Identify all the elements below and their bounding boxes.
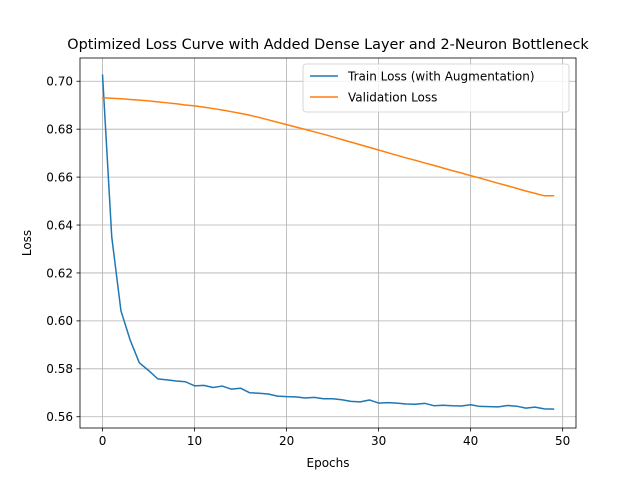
y-tick-label: 0.66 — [46, 170, 73, 184]
x-tick-label: 30 — [371, 434, 386, 448]
x-tick-label: 40 — [463, 434, 478, 448]
series-line-train-loss — [101, 74, 555, 410]
y-tick-label: 0.58 — [46, 362, 73, 376]
y-tick-label: 0.60 — [46, 314, 73, 328]
y-axis-label: Loss — [20, 230, 34, 256]
x-tick-label: 20 — [279, 434, 294, 448]
x-axis-label: Epochs — [307, 456, 350, 470]
plot-area — [80, 58, 576, 428]
x-tick-label: 0 — [99, 434, 107, 448]
y-tick-label: 0.68 — [46, 122, 73, 136]
x-tick-label: 10 — [187, 434, 202, 448]
y-tick-label: 0.70 — [46, 75, 73, 89]
series-layer — [101, 74, 555, 410]
x-tick-label: 50 — [555, 434, 570, 448]
legend: Train Loss (with Augmentation) Validation… — [302, 63, 570, 113]
legend-box — [302, 63, 570, 113]
series-line-validation-loss — [101, 96, 555, 197]
chart-title: Optimized Loss Curve with Added Dense La… — [67, 37, 589, 53]
y-tick-label: 0.62 — [46, 266, 73, 280]
y-tick-label: 0.56 — [46, 410, 73, 424]
tick-layer: 0 10 20 30 40 50 0.56 0.58 0.60 0.62 0.64 0.66 0.68 0… — [46, 75, 570, 448]
legend-label: Validation Loss — [348, 90, 437, 104]
y-tick-label: 0.64 — [46, 218, 73, 232]
legend-label: Train Loss (with Augmentation) — [347, 69, 535, 83]
axes-frame — [79, 57, 577, 429]
